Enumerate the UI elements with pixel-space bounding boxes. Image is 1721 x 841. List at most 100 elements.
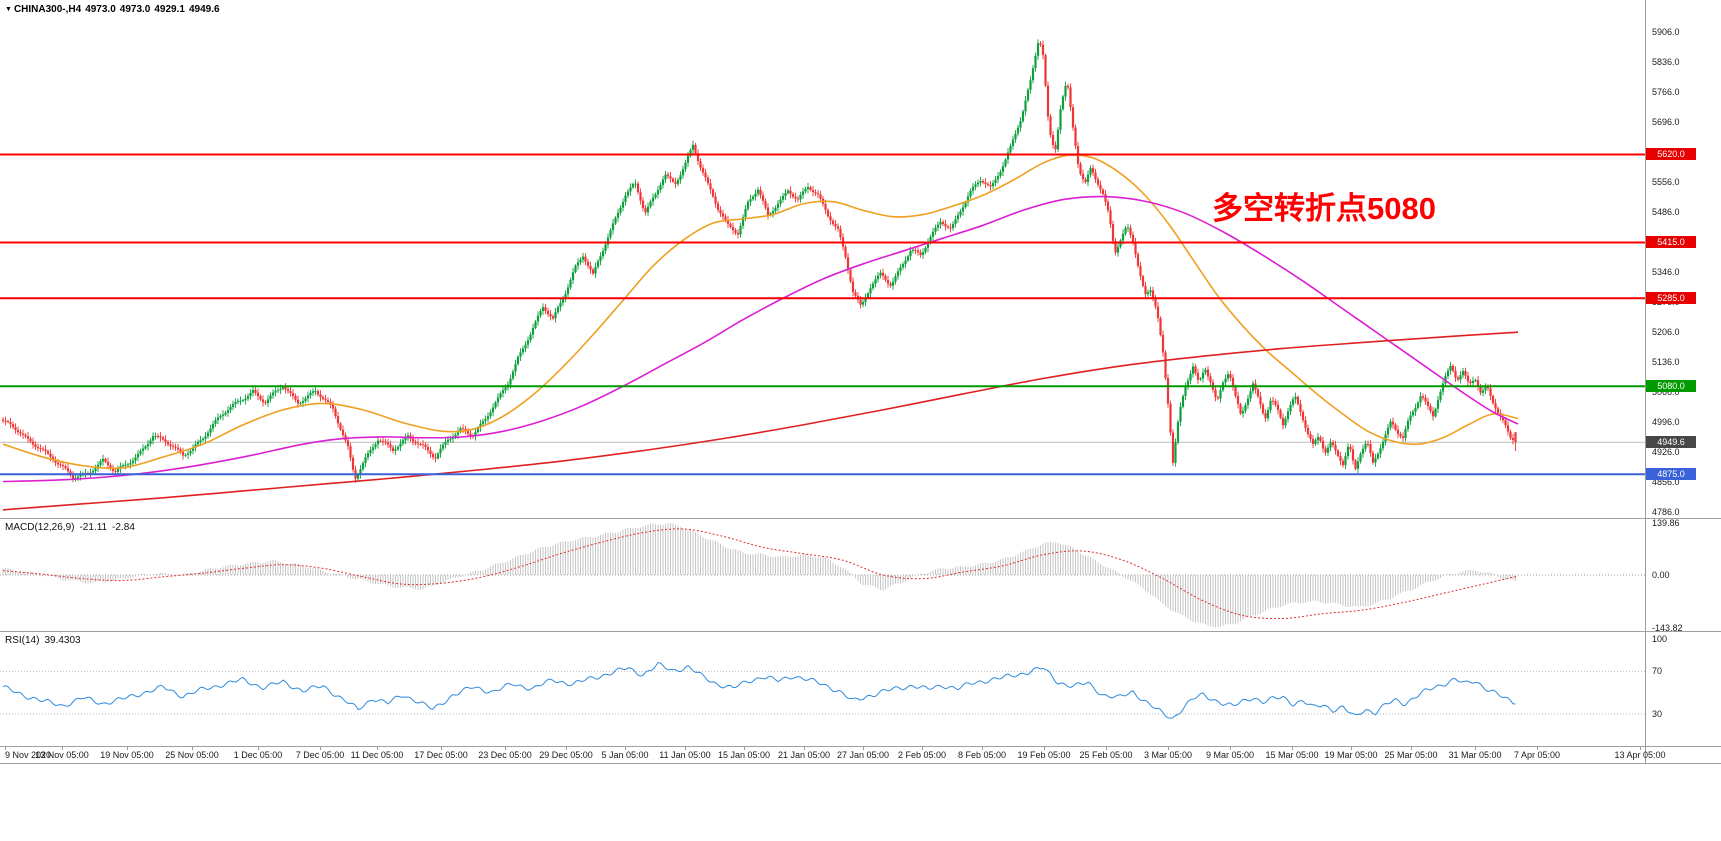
time-axis-label: 27 Jan 05:00	[836, 750, 890, 760]
price-level-badge[interactable]: 5620.0	[1646, 148, 1696, 161]
time-axis-label: 11 Dec 05:00	[350, 750, 404, 760]
rsi-line	[2, 662, 1516, 719]
macd-axis-label: -143.82	[1652, 622, 1683, 633]
time-axis-tick	[62, 747, 63, 750]
time-axis-label: 7 Dec 05:00	[295, 750, 345, 760]
rsi-indicator-label: RSI(14) 39.4303	[5, 635, 86, 646]
time-axis-label: 15 Mar 05:00	[1265, 750, 1319, 760]
time-axis-label: 29 Dec 05:00	[539, 750, 593, 760]
time-axis-tick	[1537, 747, 1538, 750]
time-axis-label: 21 Jan 05:00	[777, 750, 831, 760]
time-axis-label: 11 Jan 05:00	[659, 750, 711, 760]
time-axis-label: 31 Mar 05:00	[1448, 750, 1502, 760]
time-axis-tick	[1475, 747, 1476, 750]
price-axis-label: 5346.0	[1652, 267, 1680, 278]
time-axis-tick	[1106, 747, 1107, 750]
macd-signal-value: -2.84	[112, 522, 135, 533]
pane-separator-macd-rsi[interactable]	[0, 631, 1721, 632]
time-axis-tick	[1411, 747, 1412, 750]
price-level-badge[interactable]: 4949.6	[1646, 436, 1696, 449]
ma-fast-orange	[2, 154, 1519, 470]
macd-axis-label: 0.00	[1652, 570, 1670, 580]
time-axis-label: 19 Mar 05:00	[1324, 750, 1378, 760]
close-value: 4949.6	[188, 4, 220, 15]
time-axis-tick	[625, 747, 626, 750]
macd-signal-line	[2, 528, 1519, 620]
time-axis-tick	[566, 747, 567, 750]
time-axis-label: 19 Nov 05:00	[100, 750, 154, 760]
high-value: 4973.0	[119, 4, 151, 15]
time-axis-label: 25 Mar 05:00	[1384, 750, 1438, 760]
time-axis-label: 13 Nov 05:00	[35, 750, 89, 760]
price-axis-label: 5066.0	[1652, 387, 1680, 398]
macd-pane-canvas[interactable]	[0, 519, 1645, 631]
candles-layer	[1, 39, 1517, 483]
macd-histogram	[2, 523, 1516, 628]
rsi-name: RSI(14)	[5, 635, 40, 646]
time-axis-label: 9 Mar 05:00	[1205, 750, 1255, 760]
time-axis-tick	[192, 747, 193, 750]
ma-medium-magenta	[2, 195, 1519, 483]
time-axis-label: 7 Apr 05:00	[1513, 750, 1561, 760]
price-axis-label: 4926.0	[1652, 447, 1680, 458]
low-value: 4929.1	[154, 4, 185, 15]
time-axis-label: 15 Jan 05:00	[717, 750, 771, 760]
time-axis-label: 9 Nov 2020	[5, 750, 52, 760]
time-axis-tick	[5, 747, 6, 750]
time-axis-tick	[1230, 747, 1231, 750]
time-axis-tick	[1168, 747, 1169, 750]
pane-separator-main-macd[interactable]	[0, 518, 1721, 519]
time-axis-tick	[685, 747, 686, 750]
window-bottom-area	[0, 764, 1721, 841]
rsi-axis-label: 100	[1652, 634, 1668, 645]
price-level-badge[interactable]: 5415.0	[1646, 236, 1696, 249]
symbol-menu-icon[interactable]: ▼	[5, 6, 12, 13]
time-axis-tick	[1351, 747, 1352, 750]
time-axis-label: 25 Nov 05:00	[165, 750, 219, 760]
price-level-badge[interactable]: 5080.0	[1646, 380, 1696, 393]
time-axis-label: 23 Dec 05:00	[478, 750, 532, 760]
price-axis-label: 4856.0	[1652, 477, 1680, 488]
macd-name: MACD(12,26,9)	[5, 522, 75, 533]
rsi-pane-canvas[interactable]	[0, 632, 1645, 746]
time-axis-label: 13 Apr 05:00	[1614, 750, 1666, 760]
time-axis-label: 5 Jan 05:00	[601, 750, 649, 760]
chart-ohlc-header: ▼ CHINA300-,H4 4973.0 4973.0 4929.1 4949.6	[5, 4, 224, 15]
time-axis-tick	[441, 747, 442, 750]
time-axis-tick	[258, 747, 259, 750]
time-axis-tick	[505, 747, 506, 750]
time-axis-border	[0, 746, 1721, 747]
time-axis-label: 2 Feb 05:00	[897, 750, 947, 760]
chart-annotation-text[interactable]: 多空转折点5080	[1212, 191, 1436, 226]
symbol-period-label: CHINA300-,H4	[13, 4, 82, 15]
time-axis-label: 19 Feb 05:00	[1017, 750, 1071, 760]
window-bottom-border	[0, 763, 1721, 764]
macd-indicator-label: MACD(12,26,9) -21.11 -2.84	[5, 522, 140, 533]
time-axis-tick	[1292, 747, 1293, 750]
price-axis-label: 4996.0	[1652, 417, 1680, 428]
ma-slow-red	[2, 331, 1519, 511]
time-axis-tick	[922, 747, 923, 750]
time-axis-tick	[863, 747, 864, 750]
time-axis-label: 25 Feb 05:00	[1079, 750, 1133, 760]
price-axis-label: 5486.0	[1652, 207, 1680, 217]
open-value: 4973.0	[85, 4, 116, 15]
time-axis-tick	[744, 747, 745, 750]
rsi-axis-label: 30	[1652, 709, 1663, 720]
time-axis-tick	[1044, 747, 1045, 750]
price-axis-label: 5696.0	[1652, 116, 1680, 127]
rsi-axis-label: 70	[1652, 666, 1663, 677]
price-level-badge[interactable]: 4875.0	[1646, 468, 1696, 481]
price-axis-label: 5766.0	[1652, 86, 1680, 97]
price-level-badge[interactable]: 5285.0	[1646, 292, 1696, 305]
time-axis-tick	[804, 747, 805, 750]
main-chart-canvas[interactable]	[0, 0, 1645, 518]
rsi-value: 39.4303	[44, 635, 81, 646]
time-axis-label: 8 Feb 05:00	[957, 750, 1007, 760]
price-axis-label: 5206.0	[1652, 327, 1680, 338]
time-axis-tick	[1640, 747, 1641, 750]
time-axis-tick	[377, 747, 378, 750]
time-axis-label: 1 Dec 05:00	[233, 750, 283, 760]
time-axis-tick	[320, 747, 321, 750]
price-axis-label: 5906.0	[1652, 26, 1680, 37]
